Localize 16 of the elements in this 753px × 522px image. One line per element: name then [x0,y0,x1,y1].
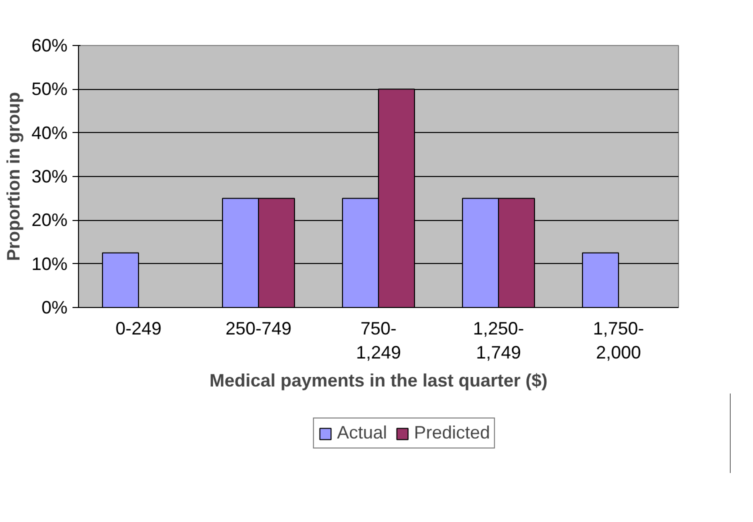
y-tick-label: 10% [31,254,68,274]
y-tick-label: 0% [41,298,68,318]
legend-label: Actual [336,422,387,444]
y-tick-label: 40% [31,122,68,143]
x-tick-label: 0-249 [115,318,162,338]
y-tick-label: 60% [31,36,68,56]
y-axis-title: Proportion in group [3,92,24,261]
x-tick-label: 250-749 [225,318,292,338]
y-tick-label: 20% [31,210,68,230]
x-tick-label: 750- 1,249 [356,318,402,362]
y-tick-label: 50% [31,79,68,100]
x-tick-label: 1,250- 1,749 [472,318,524,362]
y-tick-label: 30% [31,166,68,186]
legend-label: Predicted [414,422,490,444]
x-tick-label: 1,750- 2,000 [592,318,644,362]
x-axis-title: Medical payments in the last quarter ($) [209,370,548,390]
